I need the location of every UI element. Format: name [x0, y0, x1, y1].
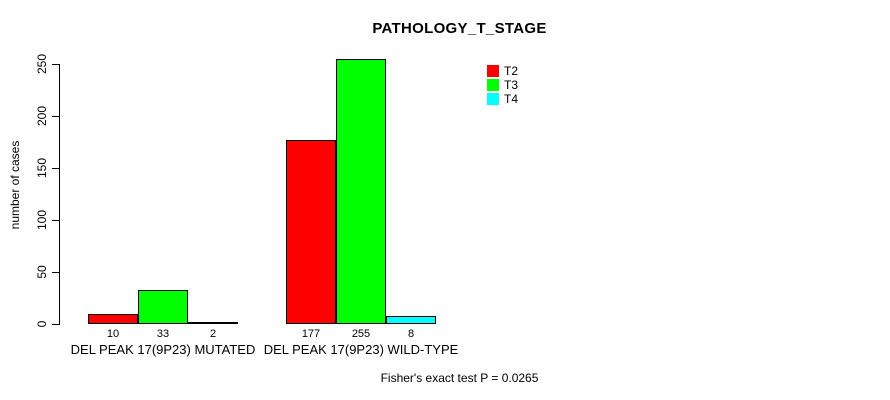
chart-title: PATHOLOGY_T_STAGE	[372, 20, 547, 37]
y-tick-label: 100	[35, 210, 49, 231]
x-category-label-mutated: DEL PEAK 17(9P23) MUTATED	[70, 342, 256, 357]
legend-item-t4: T4	[487, 93, 518, 105]
bar-t2-wildtype	[286, 140, 336, 324]
legend-swatch-t2	[487, 65, 499, 77]
y-tick-mark	[52, 323, 59, 325]
bar-t3-wildtype	[336, 59, 386, 324]
y-tick-mark	[52, 115, 59, 117]
bar-t4-wildtype	[386, 316, 436, 324]
y-tick-label: 150	[35, 158, 49, 179]
y-tick-label: 50	[35, 265, 49, 279]
bar-value-label: 33	[156, 328, 170, 340]
legend-item-t3: T3	[487, 79, 518, 91]
y-tick-mark	[52, 219, 59, 221]
legend-swatch-t3	[487, 79, 499, 91]
y-tick-label: 0	[35, 320, 49, 328]
bar-value-label: 177	[301, 328, 321, 340]
legend: T2 T3 T4	[487, 65, 518, 107]
legend-item-t2: T2	[487, 65, 518, 77]
y-tick-mark	[52, 271, 59, 273]
y-axis-label: number of cases	[8, 140, 22, 230]
bar-value-label: 8	[407, 328, 415, 340]
bar-t3-mutated	[138, 290, 188, 324]
y-tick-mark	[52, 63, 59, 65]
annotation-text: Fisher's exact test P = 0.0265	[380, 371, 539, 385]
bar-value-label: 10	[106, 328, 120, 340]
bar-t2-mutated	[88, 314, 138, 324]
y-tick-label: 250	[35, 54, 49, 75]
legend-label-t2: T2	[504, 64, 519, 78]
bar-value-label: 255	[351, 328, 371, 340]
y-tick-mark	[52, 167, 59, 169]
legend-label-t4: T4	[504, 92, 519, 106]
legend-swatch-t4	[487, 93, 499, 105]
legend-label-t3: T3	[504, 78, 519, 92]
y-axis-line	[59, 64, 60, 325]
y-tick-label: 200	[35, 106, 49, 127]
bar-t4-mutated	[188, 322, 238, 324]
x-category-label-wildtype: DEL PEAK 17(9P23) WILD-TYPE	[263, 342, 459, 357]
bar-value-label: 2	[209, 328, 217, 340]
